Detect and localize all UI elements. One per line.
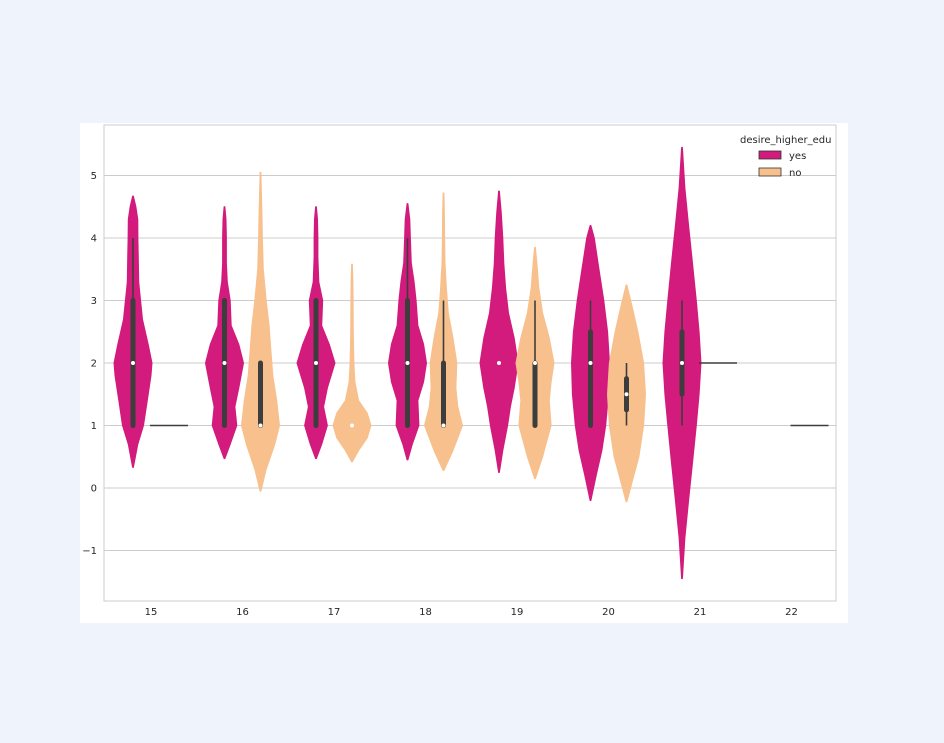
x-tick-label: 17 [328, 607, 341, 618]
violin-yes-20 [571, 225, 610, 501]
y-tick-label: 5 [91, 171, 97, 182]
violin-body [479, 190, 519, 473]
legend-swatch-no [758, 167, 782, 177]
violin-median-dot [131, 361, 135, 365]
violin-median-dot [258, 423, 263, 428]
y-tick-label: 2 [91, 359, 97, 370]
y-tick-label: 3 [91, 296, 97, 307]
legend-swatch-yes [758, 150, 782, 160]
violin-body [332, 263, 372, 463]
x-tick-labels: 15 16 17 18 19 20 21 22 [145, 607, 798, 618]
violin-median-dot [350, 423, 354, 428]
violin-no-19 [515, 246, 555, 480]
legend-label-yes: yes [789, 151, 806, 162]
violin-yes-18 [388, 203, 427, 461]
violin-yes-16 [205, 206, 244, 460]
y-tick-label: 1 [91, 421, 97, 432]
legend: desire_higher_edu yes no [740, 135, 831, 179]
x-tick-label: 21 [694, 607, 707, 618]
violin-no-18 [424, 192, 463, 471]
violin-no-20 [607, 284, 646, 503]
violin-median-dot [497, 361, 501, 365]
chart-card: −1 0 1 2 3 4 5 15 16 17 18 19 20 21 22 desire_higher_… [80, 123, 848, 623]
violins [113, 146, 829, 580]
x-tick-label: 22 [785, 607, 798, 618]
violin-no-17 [332, 263, 372, 463]
violin-yes-21 [662, 146, 702, 580]
violin-median-dot [624, 392, 629, 397]
violin-no-16 [241, 171, 280, 492]
violin-chart: −1 0 1 2 3 4 5 15 16 17 18 19 20 21 22 desire_higher_… [82, 124, 837, 618]
violin-median-dot [680, 361, 684, 365]
x-tick-label: 15 [145, 607, 158, 618]
legend-label-no: no [789, 168, 801, 179]
violin-median-dot [441, 423, 446, 428]
x-tick-label: 18 [419, 607, 432, 618]
violin-yes-19 [479, 190, 519, 473]
y-tick-labels: −1 0 1 2 3 4 5 [82, 171, 97, 557]
x-tick-label: 20 [602, 607, 615, 618]
violin-median-dot [222, 361, 227, 365]
legend-title: desire_higher_edu [740, 135, 831, 146]
violin-median-dot [405, 361, 410, 365]
x-tick-label: 16 [236, 607, 249, 618]
y-tick-label: 4 [91, 234, 97, 245]
violin-median-dot [314, 361, 318, 365]
x-tick-label: 19 [511, 607, 524, 618]
violin-body [241, 171, 280, 492]
violin-median-dot [588, 361, 593, 365]
violin-yes-17 [296, 206, 336, 460]
violin-median-dot [533, 361, 537, 365]
y-tick-label: 0 [91, 484, 97, 495]
violin-yes-15 [113, 195, 153, 468]
y-tick-label: −1 [82, 546, 97, 557]
